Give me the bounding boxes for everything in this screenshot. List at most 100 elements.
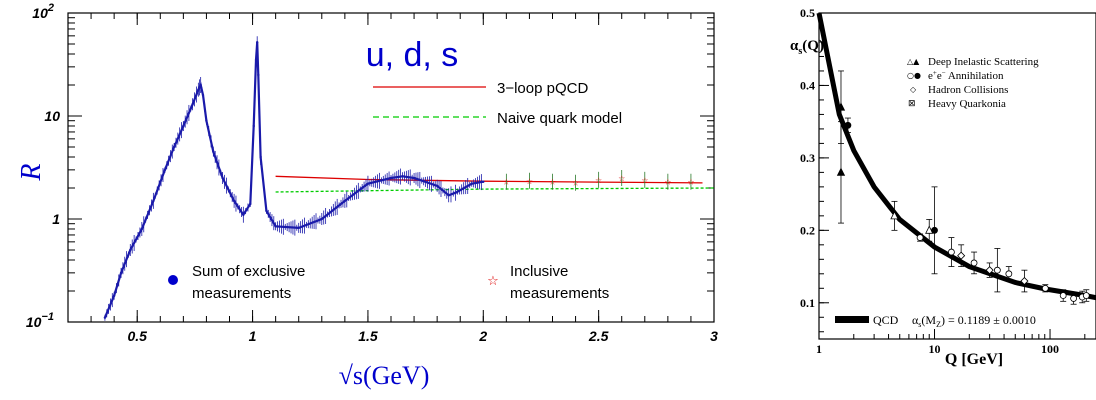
axis-ticks: 1 10 100 0.1 0.2 0.3 0.4 0.5 xyxy=(800,6,1086,356)
ee-point xyxy=(993,266,1001,274)
ee-point xyxy=(1082,292,1090,299)
exclusive-point xyxy=(320,217,323,221)
chart-title: u, d, s xyxy=(366,36,459,74)
inclusive-point: ☆ xyxy=(595,176,602,185)
measurement-points xyxy=(836,70,1090,305)
dis-point xyxy=(836,167,846,176)
hadron-point xyxy=(1020,276,1029,286)
exclusive-point xyxy=(252,124,255,128)
r-ratio-chart: 0.5 1 1.5 2 2.5 3 10−1 1 10 102 ☆ ☆ ☆ ☆ ☆ ☆ ☆ ☆ ☆ u, d, s… xyxy=(16,2,718,390)
ee-point xyxy=(916,234,924,241)
legend: △▲ Deep Inelastic Scattering ○● e+e− Ann… xyxy=(907,56,1039,110)
legend-naive-label: Naive quark model xyxy=(497,110,622,127)
inclusive-point: ☆ xyxy=(641,176,648,185)
legend-ee-symbols: ○● xyxy=(907,71,921,80)
exclusive-point xyxy=(274,225,277,228)
exclusive-point xyxy=(103,316,107,319)
exclusive-point xyxy=(412,176,416,180)
inclusive-point: ☆ xyxy=(664,178,671,187)
x-tick-label: 1.5 xyxy=(358,328,378,344)
qcd-legend-swatch xyxy=(835,316,869,323)
legend-quarkonia-label: Heavy Quarkonia xyxy=(928,98,1006,110)
dis-point xyxy=(925,225,934,234)
y-tick-label: 0.5 xyxy=(800,6,815,20)
exclusive-point xyxy=(112,294,116,297)
qcd-legend-label: QCD xyxy=(873,313,899,327)
exclusive-point xyxy=(257,73,260,77)
legend-hadron-symbols: ◇ xyxy=(910,85,917,94)
y-tick-label: 0.4 xyxy=(800,78,815,92)
inclusive-point: ☆ xyxy=(526,177,533,186)
pqcd-curve xyxy=(275,175,703,184)
x-axis-label: √s(GeV) xyxy=(339,361,430,390)
inclusive-point: ☆ xyxy=(503,178,510,187)
x-axis-label: Q [GeV] xyxy=(945,351,1003,368)
exclusive-point xyxy=(152,199,155,203)
qcd-legend-value: αs(MZ) = 0.1189 ± 0.0010 xyxy=(912,313,1036,329)
exclusive-point xyxy=(129,248,132,252)
inclusive-point: ☆ xyxy=(618,174,625,183)
exclusive-point xyxy=(343,199,347,203)
exclusive-point xyxy=(265,209,268,213)
legend-inclusive-label-1: Inclusive xyxy=(510,263,568,280)
legend-exclusive-label-1: Sum of exclusive xyxy=(192,263,305,280)
exclusive-point xyxy=(182,124,185,128)
exclusive-point xyxy=(454,191,457,194)
exclusive-point xyxy=(259,155,262,159)
exclusive-point xyxy=(470,182,473,185)
exclusive-point xyxy=(140,227,144,231)
legend-inclusive-label-2: measurements xyxy=(510,285,609,302)
legend-dis-label: Deep Inelastic Scattering xyxy=(928,56,1039,68)
y-tick-label: 10−1 xyxy=(26,311,54,330)
inclusive-point: ☆ xyxy=(549,178,556,187)
exclusive-point xyxy=(254,58,258,62)
x-tick-label: 0.5 xyxy=(127,328,147,344)
hadron-point xyxy=(957,251,966,260)
x-tick-label: 2 xyxy=(478,328,487,344)
hadron-point xyxy=(985,266,994,275)
inclusive-point: ☆ xyxy=(572,179,579,188)
legend-dis-symbols: △▲ xyxy=(907,57,920,66)
exclusive-point xyxy=(249,202,252,206)
y-axis-label: R xyxy=(16,163,47,181)
y-tick-label: 1 xyxy=(52,211,60,227)
exclusive-point xyxy=(205,119,208,122)
exclusive-point xyxy=(401,175,404,178)
plot-frame xyxy=(818,12,1096,340)
dis-point xyxy=(890,210,899,220)
y-tick-label: 0.2 xyxy=(800,223,815,237)
naive-quark-curve xyxy=(275,187,715,193)
ee-point xyxy=(947,248,955,256)
exclusive-point xyxy=(447,194,450,197)
exclusive-point xyxy=(119,271,123,275)
exclusive-point xyxy=(366,182,370,185)
ee-point xyxy=(970,259,978,267)
x-tick-label: 100 xyxy=(1041,342,1059,356)
exclusive-point xyxy=(482,180,485,183)
exclusive-point xyxy=(172,145,176,149)
inclusive-point: ☆ xyxy=(687,178,694,187)
legend-ee-label: e+e− Annihilation xyxy=(928,69,1004,82)
exclusive-point xyxy=(389,176,393,180)
ee-point xyxy=(1059,292,1067,299)
ee-point xyxy=(844,121,852,129)
ee-point xyxy=(1070,295,1078,302)
exclusive-point xyxy=(191,103,194,106)
x-tick-label: 10 xyxy=(929,342,941,356)
legend-hadron-label: Hadron Collisions xyxy=(928,84,1008,96)
x-tick-label: 3 xyxy=(710,328,718,344)
legend-exclusive-dot xyxy=(168,275,178,285)
exclusive-point xyxy=(297,226,300,230)
ee-point xyxy=(1005,270,1013,278)
exclusive-point xyxy=(221,176,224,180)
x-tick-label: 2.5 xyxy=(588,328,609,344)
exclusive-point xyxy=(212,150,215,153)
exclusive-point xyxy=(232,199,236,203)
exclusive-point xyxy=(201,93,205,97)
exclusive-point xyxy=(255,41,259,44)
exclusive-point xyxy=(199,83,202,87)
y-tick-label: 0.1 xyxy=(800,296,815,310)
legend-inclusive-star: ☆ xyxy=(487,274,499,289)
exclusive-point xyxy=(163,168,167,172)
